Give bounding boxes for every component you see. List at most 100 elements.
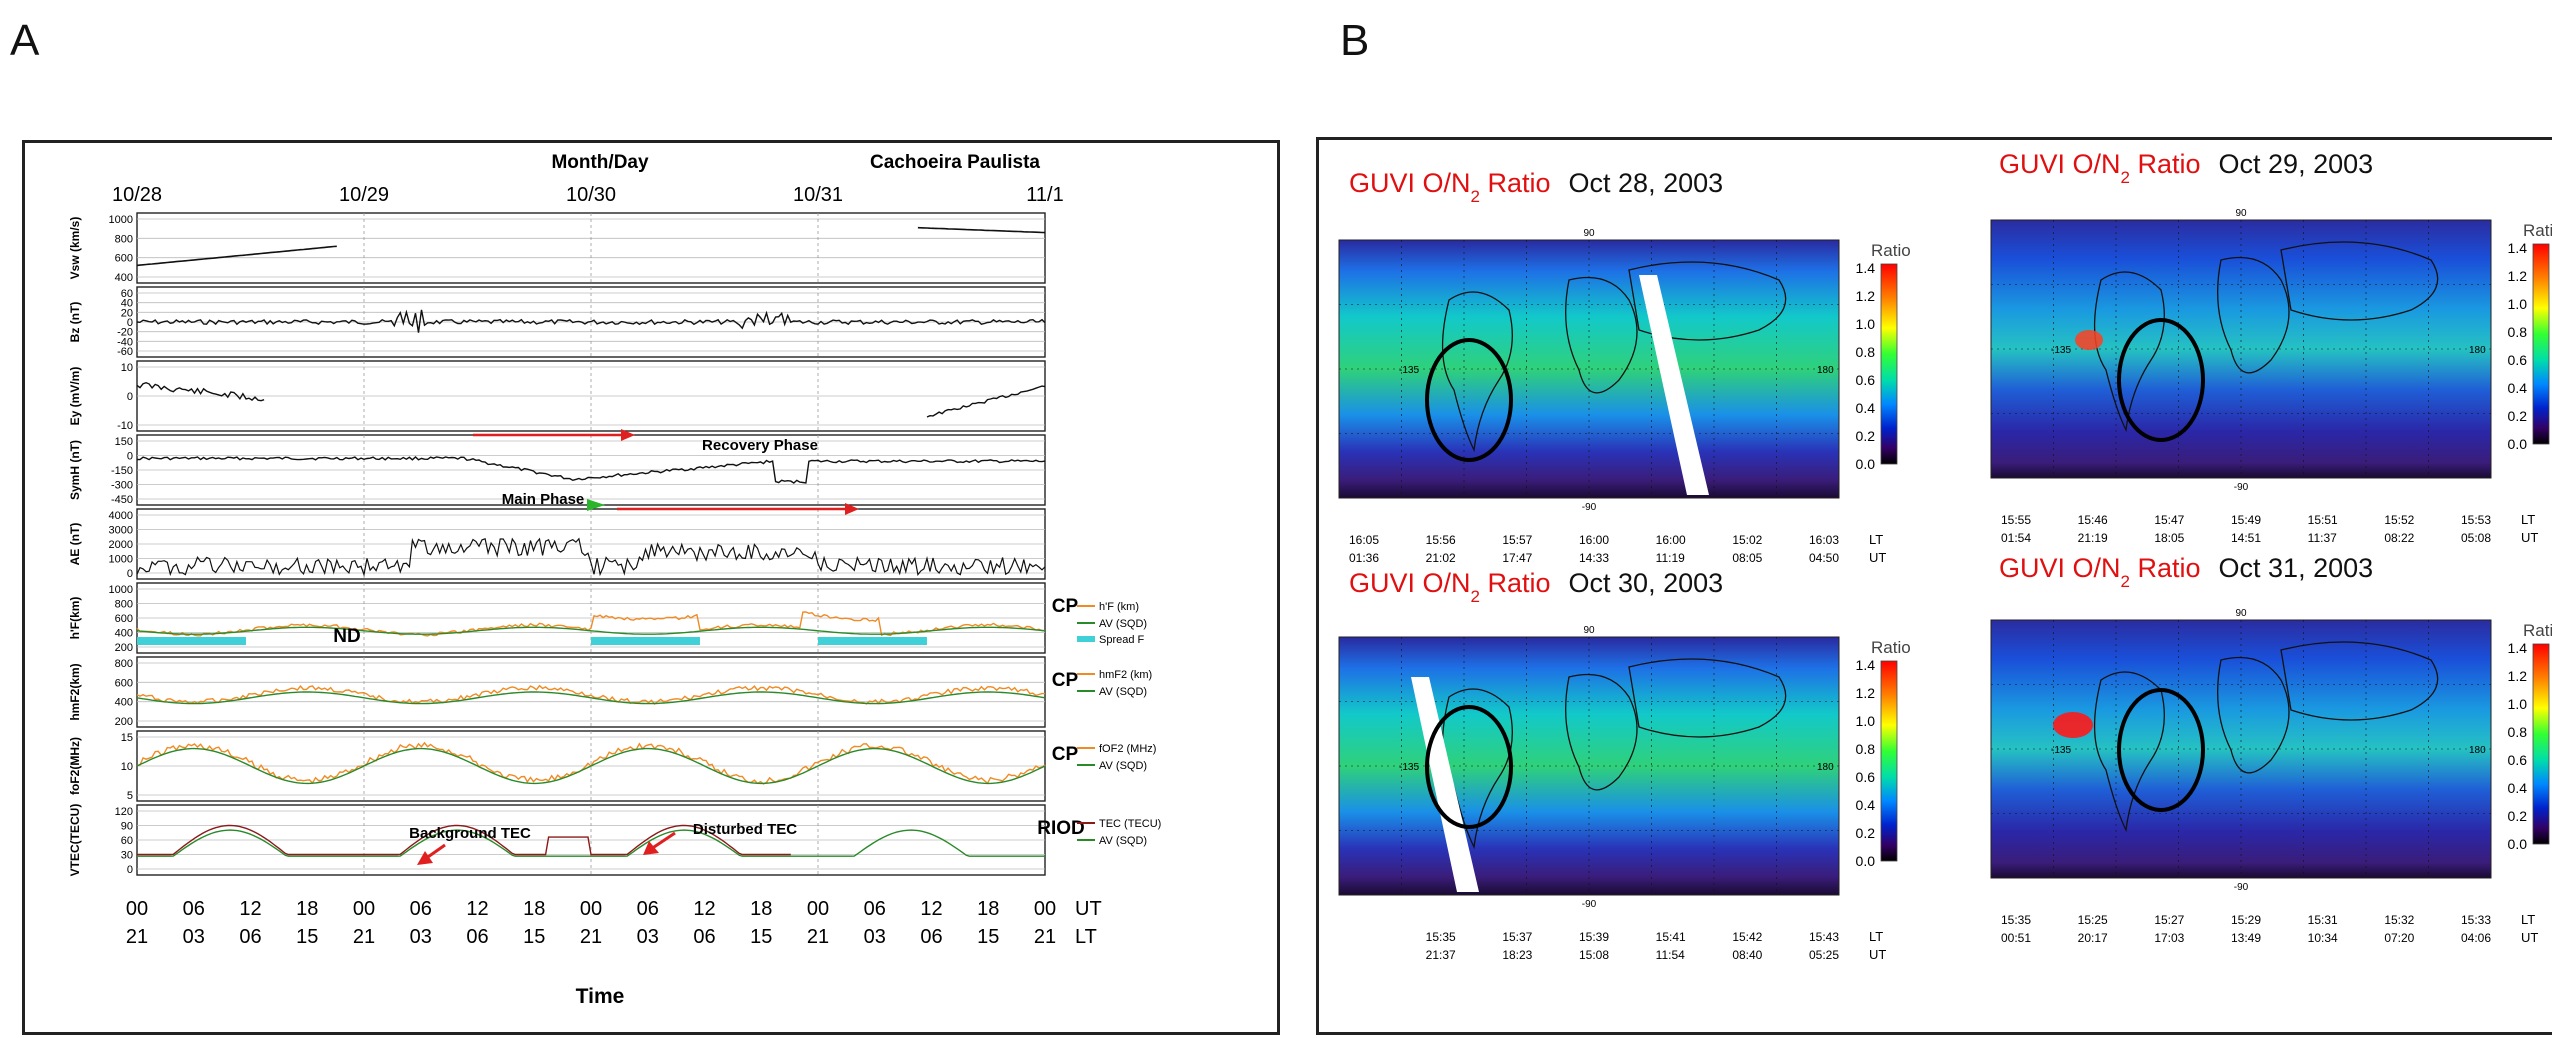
continent-outline (1565, 276, 1638, 394)
continent-outline (1628, 261, 1787, 341)
lat-top-label: 90 (2235, 208, 2247, 219)
cp-label-1: CP (1052, 596, 1079, 617)
ut-axis-label: UT (1075, 898, 1102, 920)
ut-time: 01:36 (1349, 551, 1379, 565)
lat-bottom-label: -90 (1582, 899, 1597, 910)
colorbar-tick: 1.4 (2508, 640, 2528, 656)
lt-time: 15:49 (2231, 513, 2261, 527)
continent-outline (1441, 291, 1513, 453)
y-tick-label: -450 (111, 494, 133, 506)
legend-tec-av: AV (SQD) (1099, 835, 1147, 847)
y-tick-label: -300 (111, 480, 133, 492)
colorbar-tick: 0.0 (1856, 853, 1876, 869)
panel-a-letter: A (10, 16, 40, 65)
plot-row: 800 600 400 200 hmF2(km) (68, 656, 1046, 728)
panel-b-figure: GUVI O/N2 Ratio Oct 28, 2003 90 -90 -135 180 1… (1338, 149, 2552, 962)
ut-tick: 12 (693, 898, 715, 920)
hotspot (2075, 330, 2103, 350)
lon-right-label: 180 (1817, 365, 1834, 376)
map-title: GUVI O/N2 Ratio Oct 30, 2003 (1349, 568, 1723, 606)
colorbar-tick: 1.4 (2508, 240, 2528, 256)
y-axis-label: SymH (nT) (68, 440, 82, 500)
colorbar (1880, 263, 1898, 465)
colorbar-tick: 0.6 (1856, 769, 1876, 785)
lt-time: 15:46 (2078, 513, 2108, 527)
continent-outline (1628, 658, 1787, 738)
lt-time: 15:25 (2078, 913, 2108, 927)
y-tick-label: -20 (117, 327, 133, 339)
region-circle (1425, 705, 1513, 829)
data-trace (136, 245, 337, 267)
ut-tick: 00 (126, 898, 148, 920)
data-trace (136, 381, 265, 402)
lt-tick: 06 (693, 926, 715, 948)
ut-time: 11:19 (1656, 551, 1685, 565)
map-title: GUVI O/N2 Ratio Oct 31, 2003 (1999, 553, 2373, 591)
colorbar (2532, 243, 2550, 445)
red-arrow-head (643, 841, 659, 855)
ut-time: 21:37 (1426, 948, 1456, 962)
guvi-map-panel: GUVI O/N2 Ratio Oct 28, 2003 90 -90 -135 180 1… (1338, 168, 1911, 565)
colorbar-tick: 0.0 (1856, 456, 1876, 472)
lt-tick: 21 (353, 926, 375, 948)
map-title: GUVI O/N2 Ratio Oct 29, 2003 (1999, 149, 2373, 187)
lt-time: 16:05 (1349, 533, 1379, 547)
lt-tick: 21 (1034, 926, 1056, 948)
red-arrow-head (417, 851, 433, 865)
y-axis-label: Bz (nT) (68, 302, 82, 343)
y-tick-label: 90 (121, 821, 133, 833)
y-tick-label: 800 (115, 658, 133, 670)
ut-time: 10:34 (2308, 931, 2338, 945)
colorbar-tick: 0.0 (2508, 436, 2528, 452)
legend-spread-f: Spread F (1099, 634, 1145, 646)
spread-f-bar (591, 637, 700, 645)
y-tick-label: 0 (127, 317, 133, 329)
y-tick-label: -40 (117, 336, 133, 348)
ut-time: 11:54 (1656, 948, 1685, 962)
y-tick-label: 200 (115, 642, 133, 654)
panel-a-frame: Month/Day Cachoeira Paulista 10/28 10/29 1… (22, 140, 1280, 1035)
legend-tec: TEC (TECU) (1099, 818, 1161, 830)
lt-time: 16:00 (1579, 533, 1609, 547)
colorbar-tick: 0.8 (1856, 741, 1876, 757)
legend-hf-av: AV (SQD) (1099, 618, 1147, 630)
colorbar-tick: 0.0 (2508, 836, 2528, 852)
y-tick-label: 5 (127, 790, 133, 802)
lt-axis-label: LT (1075, 926, 1097, 948)
date-label: 10/31 (793, 184, 843, 206)
lt-tick: 15 (523, 926, 545, 948)
y-tick-label: 60 (121, 835, 133, 847)
guvi-map-panel: GUVI O/N2 Ratio Oct 29, 2003 90 -90 -135 180 1… (1990, 149, 2552, 545)
spread-f-bar (818, 637, 927, 645)
region-circle (1425, 338, 1513, 462)
date-label: 10/28 (112, 184, 162, 206)
date-label: 10/29 (339, 184, 389, 206)
continent-outline (2217, 656, 2290, 774)
y-tick-label: 0 (127, 568, 133, 580)
colorbar-tick: 0.2 (2508, 808, 2528, 824)
lt-tick: 06 (239, 926, 261, 948)
map-title: GUVI O/N2 Ratio Oct 28, 2003 (1349, 168, 1723, 206)
lt-time: 15:31 (2308, 913, 2338, 927)
ut-row-label: UT (1869, 550, 1886, 565)
colorbar-tick: 1.2 (1856, 288, 1876, 304)
ut-tick: 12 (239, 898, 261, 920)
header-station: Cachoeira Paulista (870, 152, 1040, 173)
continent-outline (2280, 641, 2439, 721)
y-axis-label: Vsw (km/s) (68, 217, 82, 280)
y-axis-label: Ey (mV/m) (68, 367, 82, 426)
lt-time: 15:27 (2154, 913, 2184, 927)
cp-label-3: CP (1052, 744, 1079, 765)
lat-bottom-label: -90 (1582, 502, 1597, 513)
ut-row-label: UT (1869, 947, 1886, 962)
continent-outline (2280, 241, 2439, 321)
y-axis-label: h'F(km) (68, 597, 82, 640)
data-gap-swath (1411, 677, 1479, 892)
ut-time: 11:37 (2308, 531, 2337, 545)
colorbar-tick: 0.4 (2508, 780, 2528, 796)
date-label: 10/30 (566, 184, 616, 206)
ut-tick: 18 (750, 898, 772, 920)
ut-tick: 06 (864, 898, 886, 920)
data-trace (917, 226, 1046, 234)
lt-time: 15:37 (1502, 930, 1532, 944)
